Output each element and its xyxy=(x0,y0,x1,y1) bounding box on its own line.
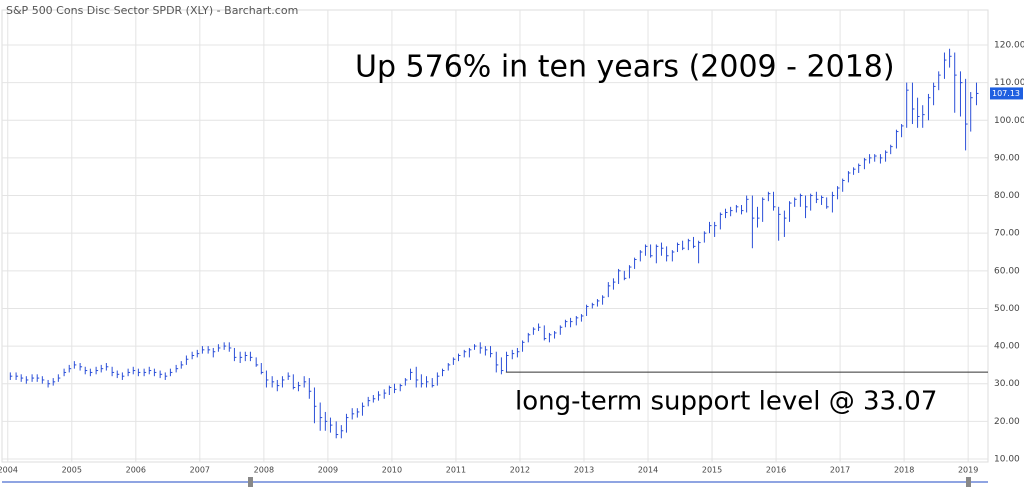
x-tick-label: 2015 xyxy=(702,466,722,475)
x-tick-label: 2018 xyxy=(894,466,914,475)
x-tick-label: 2011 xyxy=(446,466,466,475)
y-tick-label: 60.00 xyxy=(994,266,1020,276)
last-price-box xyxy=(990,87,1023,100)
y-tick-label: 100.00 xyxy=(994,116,1024,126)
navigator-handle[interactable] xyxy=(248,477,253,487)
y-tick-label: 80.00 xyxy=(994,191,1020,201)
navigator-handle[interactable] xyxy=(966,477,971,487)
y-tick-label: 10.00 xyxy=(994,454,1020,464)
x-tick-label: 2005 xyxy=(62,466,82,475)
y-tick-label: 110.00 xyxy=(994,78,1024,88)
x-tick-label: 2004 xyxy=(0,466,18,475)
y-tick-label: 20.00 xyxy=(994,417,1020,427)
x-tick-label: 2007 xyxy=(190,466,210,475)
last-price-label: 107.13 xyxy=(992,89,1020,98)
x-tick-label: 2014 xyxy=(638,466,658,475)
y-tick-label: 40.00 xyxy=(994,342,1020,352)
x-tick-label: 2016 xyxy=(766,466,786,475)
x-tick-label: 2019 xyxy=(958,466,978,475)
data-layer xyxy=(9,48,988,439)
y-tick-label: 90.00 xyxy=(994,153,1020,163)
x-tick-label: 2012 xyxy=(510,466,530,475)
y-tick-label: 50.00 xyxy=(994,304,1020,314)
plot-frame xyxy=(1,9,989,463)
chart-title: S&P 500 Cons Disc Sector SPDR (XLY) - Ba… xyxy=(6,4,298,17)
x-tick-label: 2017 xyxy=(830,466,850,475)
y-tick-label: 70.00 xyxy=(994,229,1020,239)
y-tick-label: 30.00 xyxy=(994,379,1020,389)
x-tick-label: 2008 xyxy=(254,466,274,475)
x-tick-label: 2006 xyxy=(126,466,146,475)
annotation: Up 576% in ten years (2009 - 2018) xyxy=(355,50,895,85)
annotation: long-term support level @ 33.07 xyxy=(515,387,937,417)
x-tick-label: 2013 xyxy=(574,466,594,475)
y-tick-label: 120.00 xyxy=(994,41,1024,51)
x-tick-label: 2010 xyxy=(382,466,402,475)
x-tick-label: 2009 xyxy=(318,466,338,475)
